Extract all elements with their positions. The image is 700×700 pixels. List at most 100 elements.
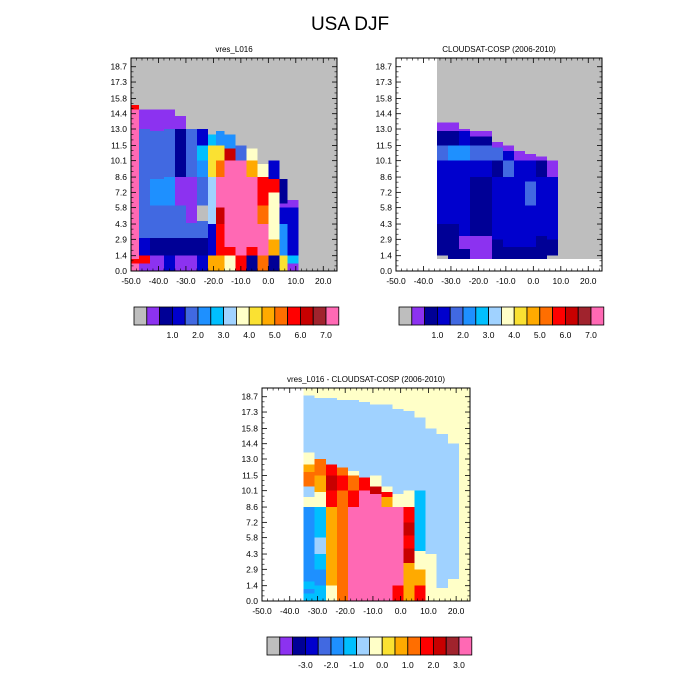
colorbar-swatch	[266, 636, 281, 656]
heatmap-cell	[150, 179, 164, 206]
heatmap-cell	[437, 122, 449, 132]
y-tick-label: 14.4	[375, 109, 392, 119]
heatmap-cell	[325, 490, 337, 508]
heatmap-cell	[279, 179, 288, 204]
y-tick-label: 8.6	[246, 502, 258, 512]
x-tick-label: -10.0	[363, 606, 383, 616]
x-tick-label: 10.0	[288, 276, 305, 286]
heatmap-cell	[196, 160, 208, 178]
x-tick-label: -20.0	[469, 276, 489, 286]
heatmap-cell	[314, 585, 326, 601]
heatmap-cell	[163, 177, 175, 206]
heatmap-cell	[174, 129, 186, 178]
y-tick-label: 7.2	[115, 187, 127, 197]
heatmap-cell	[396, 58, 438, 271]
heatmap-cell	[503, 177, 515, 247]
heatmap-cell	[185, 129, 197, 178]
heatmap-cell	[139, 109, 151, 129]
heatmap-cell	[196, 220, 208, 239]
x-tick-label: 20.0	[580, 276, 597, 286]
heatmap-cell	[131, 258, 140, 264]
heatmap-cell	[536, 236, 548, 259]
colorbar-swatch	[223, 306, 237, 326]
heatmap-cell	[303, 581, 315, 589]
y-tick-label: 0.0	[115, 266, 127, 276]
colorbar-swatch	[445, 636, 460, 656]
heatmap-cell	[314, 569, 326, 586]
x-tick-label: 0.0	[262, 276, 274, 286]
heatmap-cell	[470, 131, 482, 137]
x-tick-label: 10.0	[420, 606, 437, 616]
heatmap-cell	[336, 467, 348, 476]
heatmap-cell	[216, 224, 225, 256]
heatmap-cell	[287, 263, 299, 271]
y-tick-label: 5.8	[246, 533, 258, 543]
x-tick-label: -40.0	[280, 606, 300, 616]
y-tick-label: 7.2	[246, 517, 258, 527]
heatmap-cell	[196, 145, 208, 161]
y-tick-label: 11.5	[242, 470, 258, 480]
y-tick-label: 7.2	[380, 187, 392, 197]
heatmap-cell	[447, 557, 459, 580]
colorbar-swatch	[458, 636, 473, 656]
colorbar-swatch	[420, 636, 434, 656]
heatmap-cell	[336, 400, 348, 468]
heatmap-cell	[257, 177, 269, 206]
panel-title: vres_L016	[215, 45, 253, 54]
heatmap-cell	[503, 246, 515, 259]
heatmap-cell	[370, 475, 382, 487]
heatmap-cell	[196, 129, 208, 146]
x-tick-label: -20.0	[336, 606, 356, 616]
colorbar-swatch	[325, 306, 340, 326]
heatmap-cell	[325, 397, 337, 465]
y-tick-label: 10.1	[241, 486, 258, 496]
heatmap-cell	[279, 203, 288, 208]
colorbar-swatch	[411, 306, 425, 326]
heatmap-cell	[448, 160, 460, 225]
heatmap-cell	[425, 587, 437, 601]
colorbar-swatch	[133, 306, 148, 326]
heatmap-cell	[268, 239, 280, 256]
colorbar-label: 7.0	[585, 330, 597, 340]
heatmap-cell	[303, 497, 315, 508]
heatmap-cell	[325, 507, 337, 586]
heatmap-cell	[448, 224, 460, 259]
colorbar-label: 2.0	[192, 330, 204, 340]
figure-title: USA DJF	[311, 14, 389, 35]
heatmap-cell	[492, 142, 504, 148]
heatmap-cell	[492, 160, 504, 178]
heatmap-cell	[514, 150, 526, 161]
heatmap-cell	[150, 131, 164, 180]
x-tick-label: 10.0	[553, 276, 570, 286]
heatmap-cell	[279, 207, 288, 225]
panel-model: vres_L016 0.0 1.4 2.9 4.3 5.8 7.2 8.6 10.1 11.5 13…	[110, 45, 340, 340]
y-tick-label: 1.4	[380, 251, 392, 261]
colorbar-label: 3.0	[218, 330, 230, 340]
heatmap-cell	[403, 562, 415, 601]
heatmap-cell	[514, 177, 526, 247]
y-tick-label: 18.7	[241, 392, 258, 402]
heatmap-cell	[347, 400, 360, 472]
heatmap-cell	[503, 150, 515, 161]
heatmap-cell	[336, 490, 348, 601]
heatmap-cell	[536, 160, 548, 178]
x-tick-label: -20.0	[204, 276, 224, 286]
heatmap-cell	[436, 569, 448, 588]
y-tick-label: 10.1	[110, 156, 127, 166]
heatmap-cell	[437, 160, 449, 225]
colorbar-swatch	[526, 306, 541, 326]
heatmap-cell	[185, 222, 197, 239]
heatmap-cell	[287, 200, 299, 208]
heatmap-cell	[139, 263, 151, 271]
heatmap-cell	[381, 486, 393, 492]
colorbar-swatch	[432, 636, 447, 656]
colorbar-swatch	[449, 306, 464, 326]
heatmap-cell	[185, 238, 197, 256]
heatmap-cell	[347, 475, 360, 491]
heatmap-cell	[150, 255, 164, 271]
heatmap-cell	[403, 535, 415, 549]
heatmap-cell	[246, 255, 258, 271]
heatmap-cell	[268, 160, 280, 180]
heatmap-cell	[481, 131, 493, 137]
colorbar-label: 5.0	[269, 330, 281, 340]
